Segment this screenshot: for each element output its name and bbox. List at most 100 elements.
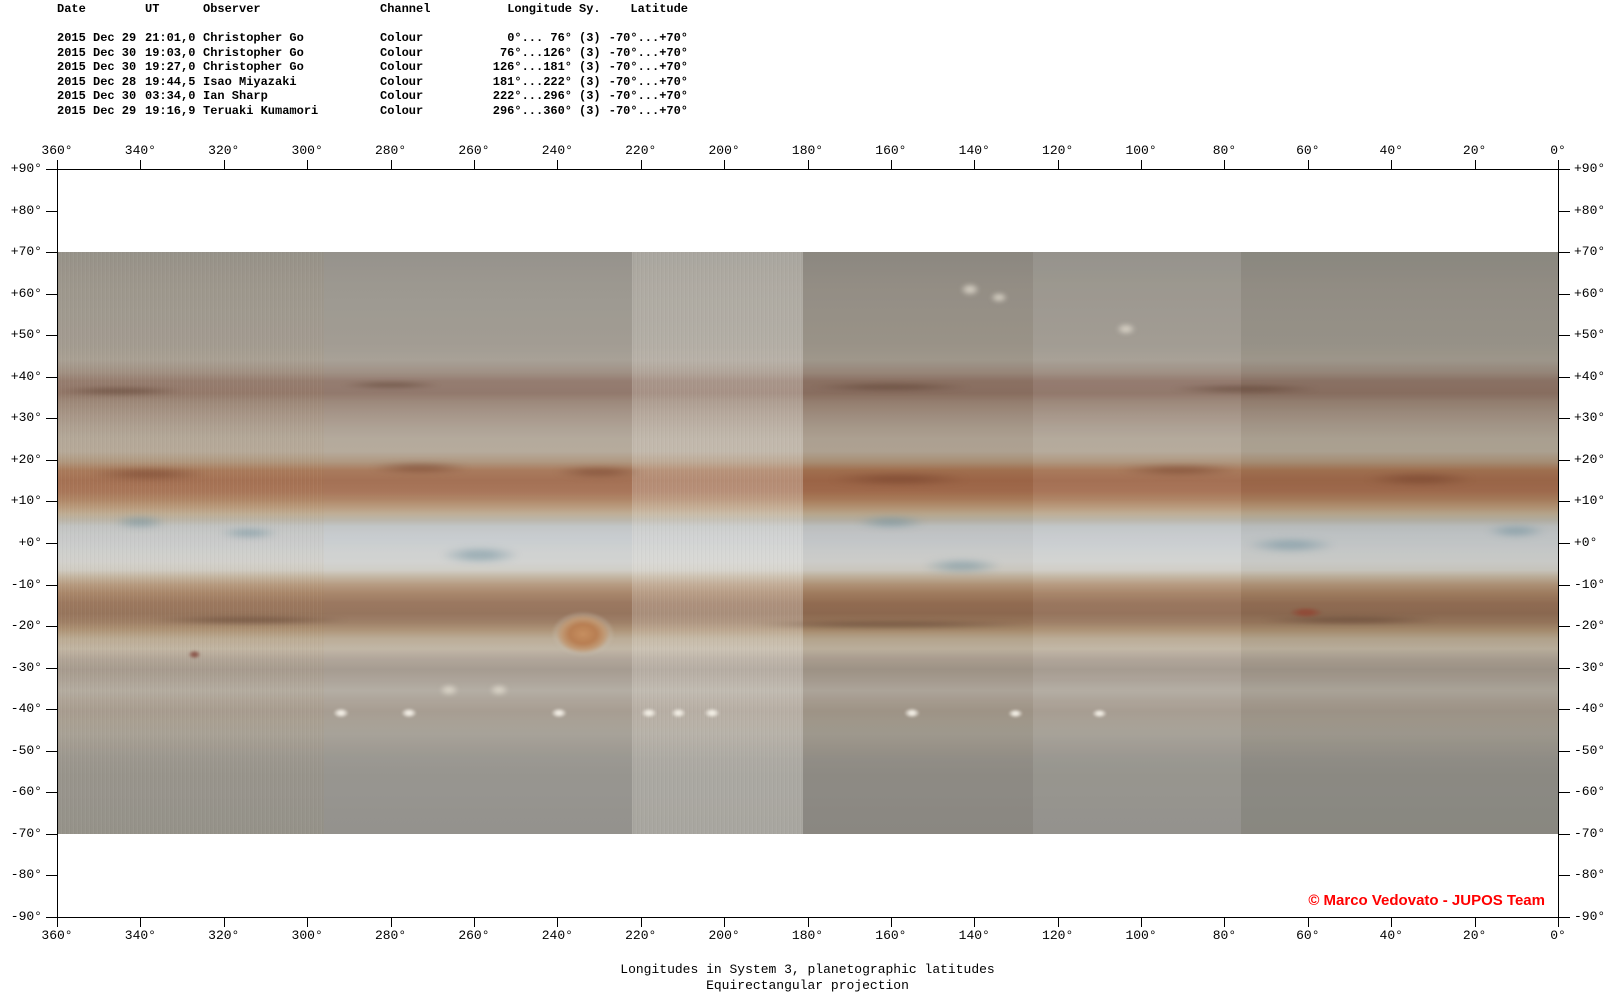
seb-dark-band (750, 619, 1031, 629)
lon-tick-bottom (640, 918, 642, 927)
lon-tick-label-bottom: 340° (124, 928, 156, 943)
nntb-dark-band (340, 381, 441, 390)
lon-tick-label-top: 80° (1212, 143, 1237, 158)
lat-tick-label-left: -90° (10, 909, 42, 924)
white-oval (551, 707, 568, 718)
lon-tick-top (1224, 160, 1226, 169)
neb-dark-streak (1118, 464, 1239, 477)
white-oval (703, 707, 720, 718)
white-oval-soft (438, 684, 459, 697)
lat-tick-label-right: +0° (1574, 535, 1598, 550)
lon-tick-top (1307, 160, 1309, 169)
obs-date-cell: 2015 Dec 30 (57, 60, 137, 74)
lat-tick-right (1559, 875, 1570, 877)
lon-tick-label-bottom: 60° (1296, 928, 1320, 943)
observation-row: 2015 Dec 30 03:34,0 Ian Sharp Colour 222°...… (57, 89, 688, 104)
obs-channel-cell: Colour (380, 103, 424, 118)
neb-dark-streak (369, 462, 470, 475)
lon-tick-bottom (974, 918, 976, 927)
lon-tick-label-top: 220° (625, 143, 657, 158)
observation-row: 2015 Dec 29 21:01,0 Christopher Go Colour 0°… (57, 31, 688, 46)
lat-tick-left (46, 792, 57, 794)
obs-system-header: Sy. (579, 2, 601, 16)
lat-tick-label-left: +20° (10, 451, 42, 467)
lat-tick-right (1559, 169, 1570, 170)
lon-tick-label-top: 360° (41, 143, 73, 158)
lat-tick-right (1559, 418, 1570, 420)
lon-tick-top (223, 160, 225, 169)
lon-tick-label-bottom: 160° (875, 928, 907, 943)
lat-tick-label-right: -20° (1574, 618, 1606, 634)
great-red-spot (551, 610, 616, 657)
lat-tick-left (46, 750, 57, 752)
observation-row: 2015 Dec 28 19:44,5 Isao Miyazaki Colour 181… (57, 75, 688, 90)
lon-tick-label-top: 100° (1125, 143, 1157, 158)
lon-tick-label-bottom: 260° (458, 928, 490, 943)
lon-tick-label-bottom: 300° (291, 928, 323, 943)
lon-tick-label-top: 140° (958, 143, 990, 158)
obs-system-cell: (3) (579, 103, 601, 118)
lat-tick-left (46, 459, 57, 461)
equatorial-festoon (1246, 537, 1337, 554)
neb-dark-streak (1365, 471, 1476, 486)
lon-tick-bottom (1474, 918, 1476, 927)
lon-tick-label-bottom: 20° (1462, 928, 1487, 943)
obs-observer-cell: Teruaki Kumamori (203, 103, 319, 118)
lon-tick-label-bottom: 40° (1379, 928, 1403, 943)
obs-date-cell: 2015 Dec 30 (57, 45, 137, 60)
obs-ut-cell: 19:03,0 (145, 45, 196, 60)
obs-observer-cell: Christopher Go (203, 45, 304, 60)
white-oval (1008, 708, 1024, 718)
lat-tick-left (46, 875, 57, 877)
lon-tick-label-top: 200° (708, 143, 740, 158)
obs-observer-cell: Ian Sharp (203, 89, 268, 103)
axis-left (57, 169, 58, 918)
lat-tick-label-left: -70° (10, 825, 42, 841)
lon-tick-label-bottom: 280° (374, 928, 407, 943)
axis-top (57, 169, 1559, 170)
obs-latitude-cell: -70°...+70° (608, 74, 688, 89)
lon-tick-label-top: 40° (1379, 143, 1403, 158)
lon-tick-label-top: 20° (1462, 143, 1487, 158)
white-oval (903, 707, 920, 718)
caption-projection: Equirectangular projection (706, 977, 909, 993)
lon-tick-top (390, 160, 392, 169)
neb-dark-streak (554, 466, 645, 479)
lat-tick-label-right: -10° (1574, 576, 1606, 592)
equatorial-festoon (113, 515, 168, 530)
lat-tick-label-right: +90° (1574, 161, 1606, 176)
obs-channel-cell: Colour (380, 74, 424, 89)
obs-date-cell: 2015 Dec 29 (57, 103, 137, 118)
lat-tick-left (46, 584, 57, 586)
lon-tick-label-bottom: 120° (1042, 928, 1074, 943)
lon-tick-bottom (473, 918, 475, 927)
lat-tick-label-right: +20° (1574, 451, 1606, 467)
lat-tick-right (1559, 833, 1570, 835)
lat-tick-right (1559, 750, 1570, 752)
lat-tick-right (1559, 917, 1570, 918)
obs-system-cell: (3) (579, 89, 601, 103)
lat-tick-label-left: -20° (10, 618, 42, 634)
lat-tick-label-left: +90° (10, 161, 42, 176)
lon-tick-top (890, 160, 892, 169)
white-oval-soft (488, 684, 509, 697)
lon-tick-bottom (390, 918, 392, 927)
lat-tick-label-right: +40° (1574, 368, 1606, 384)
lat-tick-right (1559, 335, 1570, 337)
obs-observer-cell: Isao Miyazaki (203, 74, 297, 89)
obs-channel-cell: Colour (380, 45, 424, 60)
small-red-spot (1288, 607, 1323, 619)
lon-tick-bottom (1558, 918, 1559, 927)
lon-tick-label-top: 180° (791, 143, 824, 158)
lat-tick-left (46, 626, 57, 628)
equatorial-festoon (855, 515, 926, 530)
lat-tick-left (46, 169, 57, 170)
white-oval (401, 707, 418, 718)
lon-tick-label-bottom: 320° (208, 928, 240, 943)
lon-tick-label-bottom: 140° (958, 928, 990, 943)
lon-tick-top (57, 160, 58, 169)
obs-channel-cell: Colour (380, 60, 424, 74)
lon-tick-bottom (140, 918, 142, 927)
lon-tick-top (1474, 160, 1476, 169)
